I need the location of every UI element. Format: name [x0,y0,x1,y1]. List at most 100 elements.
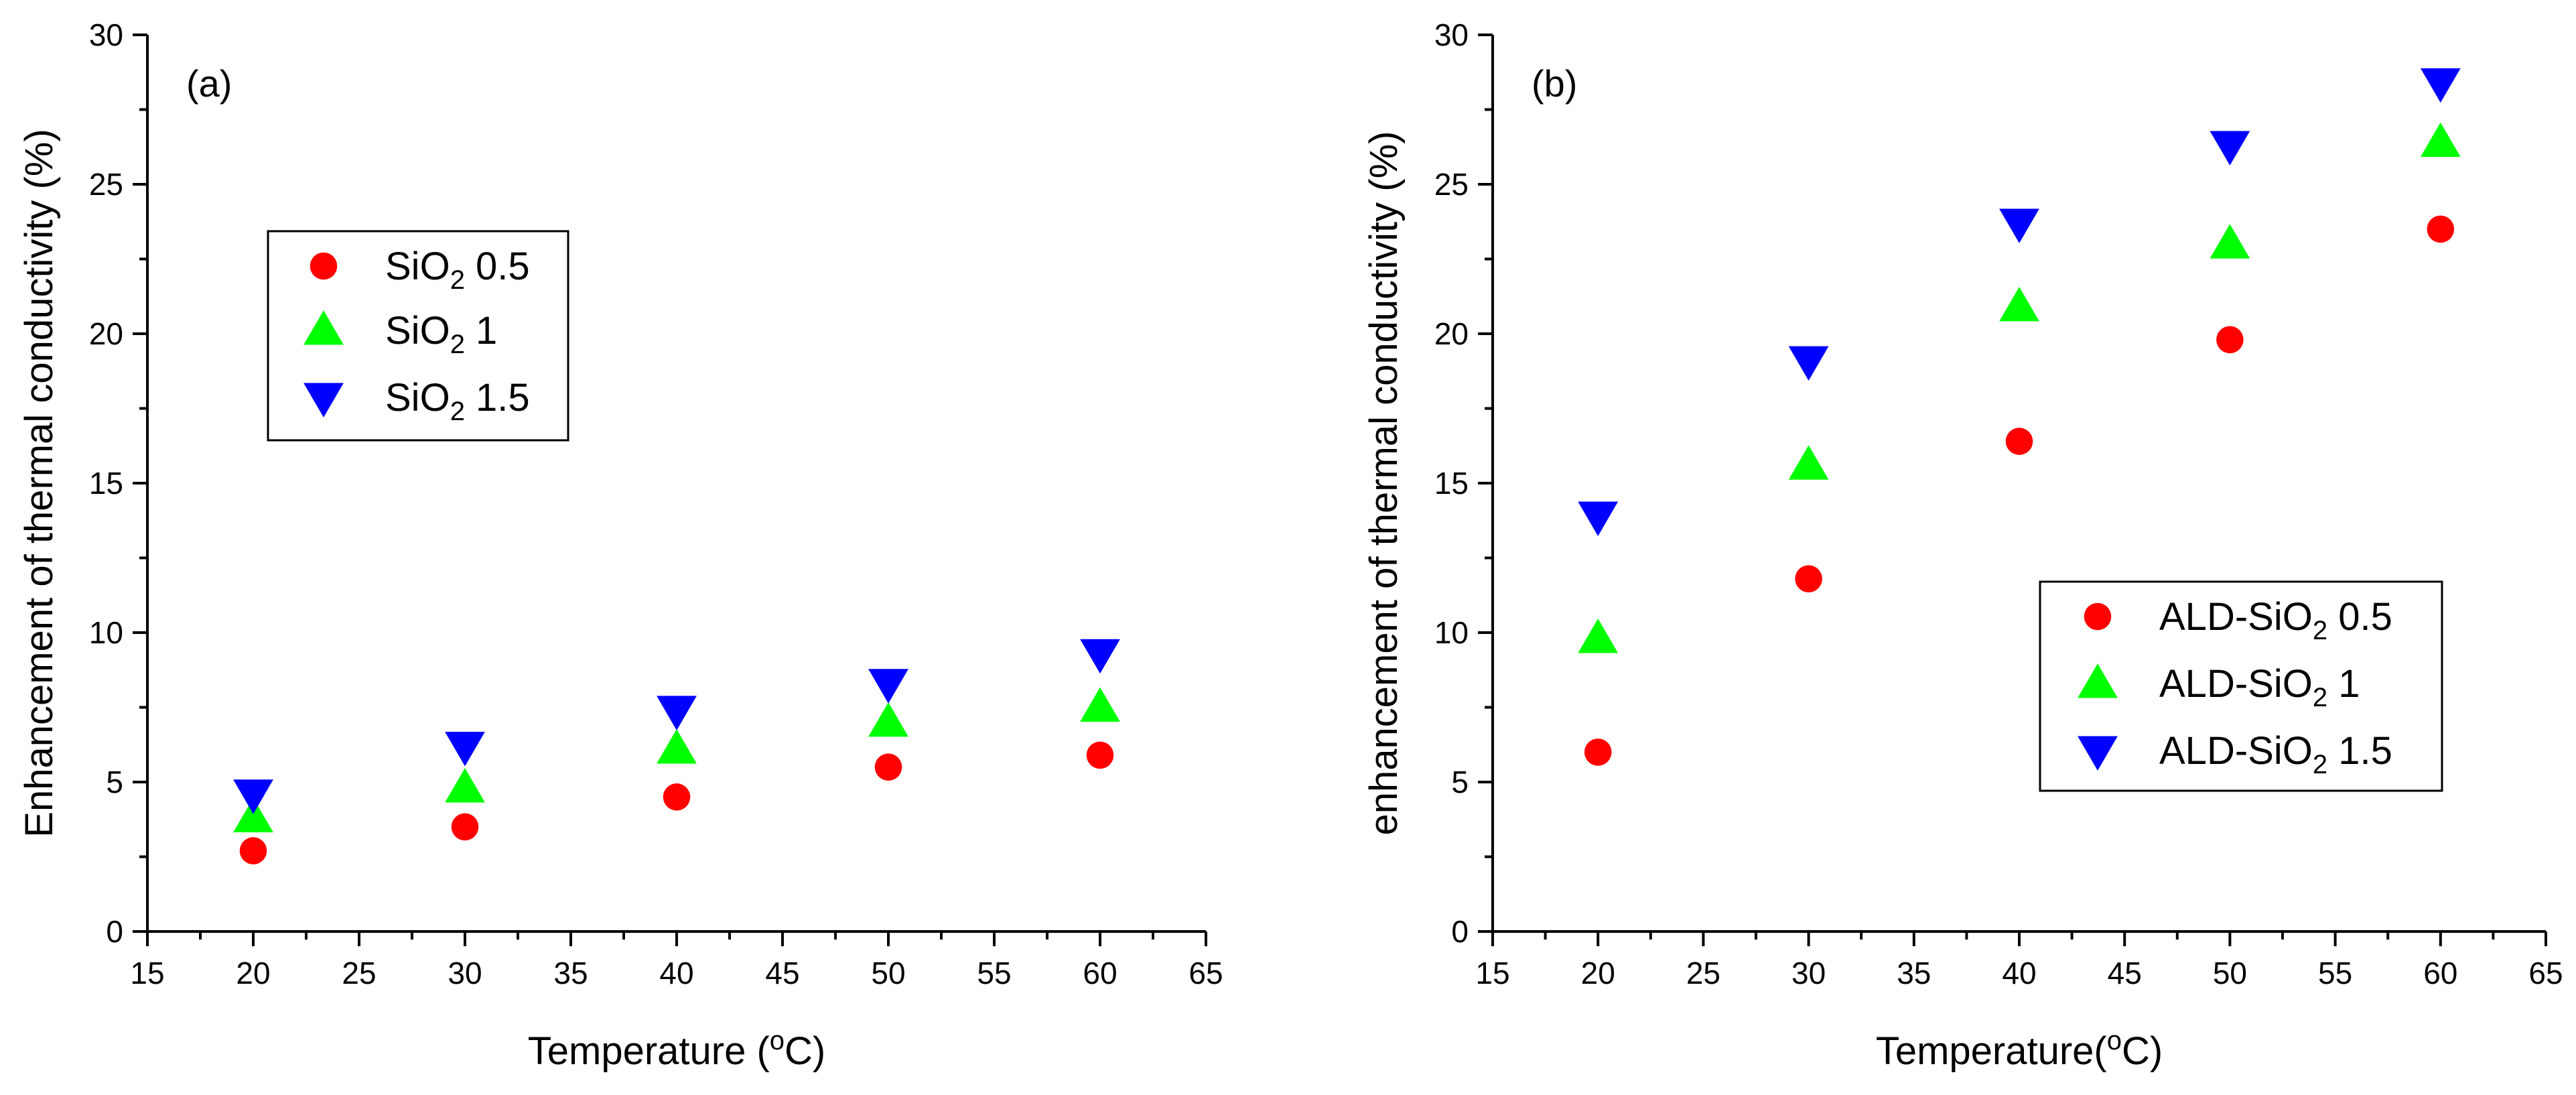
legend-marker [2078,663,2118,698]
data-point [2210,131,2250,166]
data-point [2210,224,2250,259]
data-point [239,837,267,864]
x-axis-title: Temperature (oC) [528,1026,825,1073]
data-point [1578,619,1619,653]
legend-label-suffix: 1.5 [2327,729,2392,773]
x-tick-label: 55 [977,956,1011,990]
legend-label-suffix: 1 [2327,662,2360,706]
legend-label-suffix: 1.5 [465,376,530,420]
y-tick-label: 5 [106,765,123,799]
data-point [663,783,691,811]
x-axis-title-end: C) [785,1029,825,1073]
legend-label-sub: 2 [2313,750,2327,779]
data-point [233,797,273,833]
legend-label-prefix: ALD-SiO [2159,595,2313,639]
y-tick-label: 30 [89,17,123,52]
data-point [1788,346,1829,381]
data-point [1578,501,1619,536]
legend-marker [2078,736,2118,771]
x-tick-label: 50 [871,956,905,990]
legend-label-prefix: SiO [385,245,450,288]
legend-label-sub: 2 [2313,683,2327,712]
data-point [2420,122,2461,157]
x-tick-label: 20 [236,956,270,990]
data-point [1795,565,1822,592]
x-tick-label: 35 [553,956,588,990]
legend-marker [2084,602,2112,631]
x-axis-title: Temperature(oC) [1876,1026,2163,1073]
y-tick-label: 20 [1434,316,1469,351]
legend-label: ALD-SiO2 1 [2159,662,2360,712]
y-tick-label: 25 [1434,167,1469,202]
y-tick-label: 25 [89,167,123,202]
data-point [2216,326,2244,354]
data-point [1999,286,2039,322]
series-2 [233,639,1120,814]
legend-marker [303,310,344,345]
y-tick-label: 0 [106,914,123,949]
legend-label: ALD-SiO2 1.5 [2159,729,2392,779]
y-axis-title: enhancement of thermal conductivity (%) [1362,131,1406,836]
y-tick-label: 0 [1451,914,1469,949]
y-tick-label: 20 [89,316,123,351]
legend-label-prefix: SiO [385,376,450,420]
x-axis-title-sup: o [770,1026,785,1055]
legend-label-suffix: 0.5 [2327,595,2392,639]
data-point [1584,738,1612,766]
data-point [1999,208,2039,243]
data-point [2427,215,2455,243]
panel-label: (a) [186,62,232,105]
x-tick-label: 65 [2528,956,2563,990]
x-tick-label: 60 [1083,956,1117,990]
data-point [451,813,479,841]
y-tick-label: 10 [1434,615,1469,650]
legend-label: ALD-SiO2 0.5 [2159,595,2392,645]
y-tick-label: 30 [1434,17,1469,52]
series-0 [1584,215,2455,766]
data-point [657,696,697,730]
legend-label-sub: 2 [450,330,465,359]
x-tick-label: 25 [1686,956,1720,990]
legend-label-suffix: 1 [465,309,497,352]
legend-marker [303,383,344,417]
x-tick-label: 25 [342,956,376,990]
x-tick-label: 30 [1791,956,1826,990]
data-point [445,731,485,767]
data-point [2420,68,2461,103]
legend-label: SiO2 1 [385,309,497,359]
y-tick-label: 15 [1434,466,1469,501]
x-axis-title-main: Temperature ( [528,1029,770,1073]
chart-panel-a: 15 20 25 30 35 40 45 50 55 60 65 0 5 10 15 20 25 30 (a) Tem… [17,17,1223,1073]
y-tick-label: 10 [89,615,123,650]
x-tick-label: 40 [2002,956,2036,990]
legend-label: SiO2 0.5 [385,245,530,295]
legend-label-sub: 2 [2313,616,2327,645]
series-2 [1578,68,2461,536]
panel-label: (b) [1532,62,1577,105]
data-point [1080,687,1120,722]
x-tick-label: 40 [659,956,693,990]
series-1 [233,687,1120,833]
x-tick-label: 15 [1475,956,1509,990]
x-tick-label: 60 [2423,956,2457,990]
data-point [868,669,908,704]
series-0 [239,741,1114,864]
x-axis-title-main: Temperature( [1876,1029,2107,1073]
x-tick-label: 30 [448,956,482,990]
series-1 [1578,122,2461,653]
x-tick-label: 65 [1189,956,1223,990]
x-tick-label: 35 [1897,956,1931,990]
x-tick-label: 50 [2213,956,2247,990]
legend-label-prefix: ALD-SiO [2159,662,2313,706]
legend-label: SiO2 1.5 [385,376,530,426]
legend-label-sub: 2 [450,397,465,426]
data-point [874,753,902,781]
data-point [657,729,697,764]
legend-label-suffix: 0.5 [465,245,530,288]
data-point [1086,741,1114,769]
legend-label-prefix: ALD-SiO [2159,729,2313,773]
y-tick-label: 15 [89,466,123,501]
